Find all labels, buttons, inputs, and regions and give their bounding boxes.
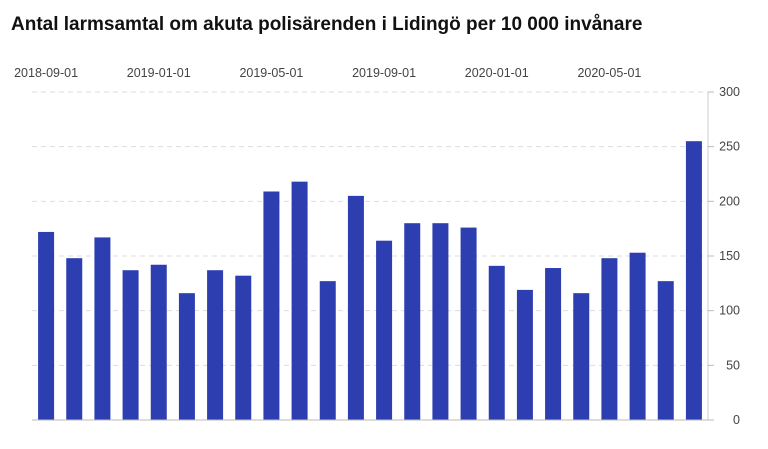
bar[interactable] — [657, 281, 674, 420]
bar[interactable] — [601, 258, 618, 420]
bar[interactable] — [516, 289, 533, 420]
gridlines — [32, 91, 708, 366]
bar[interactable] — [573, 293, 590, 420]
bar[interactable] — [38, 231, 55, 420]
bar[interactable] — [235, 275, 252, 420]
y-tick-label: 300 — [719, 85, 740, 99]
bar[interactable] — [545, 268, 562, 420]
chart-title: Antal larmsamtal om akuta polisärenden i… — [11, 14, 643, 35]
bar[interactable] — [94, 237, 111, 420]
x-tick-label: 2020-05-01 — [577, 66, 641, 80]
x-tick-label: 2019-09-01 — [352, 66, 416, 80]
bar[interactable] — [319, 281, 336, 420]
y-tick-label: 150 — [719, 249, 740, 263]
y-tick-label: 250 — [719, 140, 740, 154]
bar[interactable] — [122, 270, 139, 420]
bar[interactable] — [207, 270, 224, 420]
y-tick-label: 50 — [726, 358, 740, 372]
x-tick-label: 2018-09-01 — [14, 66, 78, 80]
bar[interactable] — [291, 181, 308, 420]
bar[interactable] — [460, 227, 477, 420]
bar[interactable] — [404, 223, 421, 420]
bar[interactable] — [685, 141, 702, 420]
bar[interactable] — [432, 223, 449, 420]
x-axis-ticks: 2018-09-01 2019-01-01 2019-05-01 2019-09-01… — [14, 66, 641, 80]
bar[interactable] — [488, 265, 505, 420]
bar[interactable] — [347, 195, 364, 420]
bar[interactable] — [629, 252, 646, 420]
bar[interactable] — [66, 258, 83, 420]
bar[interactable] — [376, 240, 393, 420]
x-tick-label: 2019-01-01 — [127, 66, 191, 80]
y-axis-ticks: 0 50 100 150 200 250 300 — [708, 85, 740, 427]
y-tick-label: 0 — [733, 413, 740, 427]
bar[interactable] — [150, 264, 167, 420]
bars — [38, 141, 702, 420]
bar[interactable] — [263, 191, 280, 420]
y-tick-label: 100 — [719, 304, 740, 318]
x-tick-label: 2020-01-01 — [465, 66, 529, 80]
x-tick-label: 2019-05-01 — [239, 66, 303, 80]
bar[interactable] — [178, 293, 195, 420]
y-tick-label: 200 — [719, 194, 740, 208]
